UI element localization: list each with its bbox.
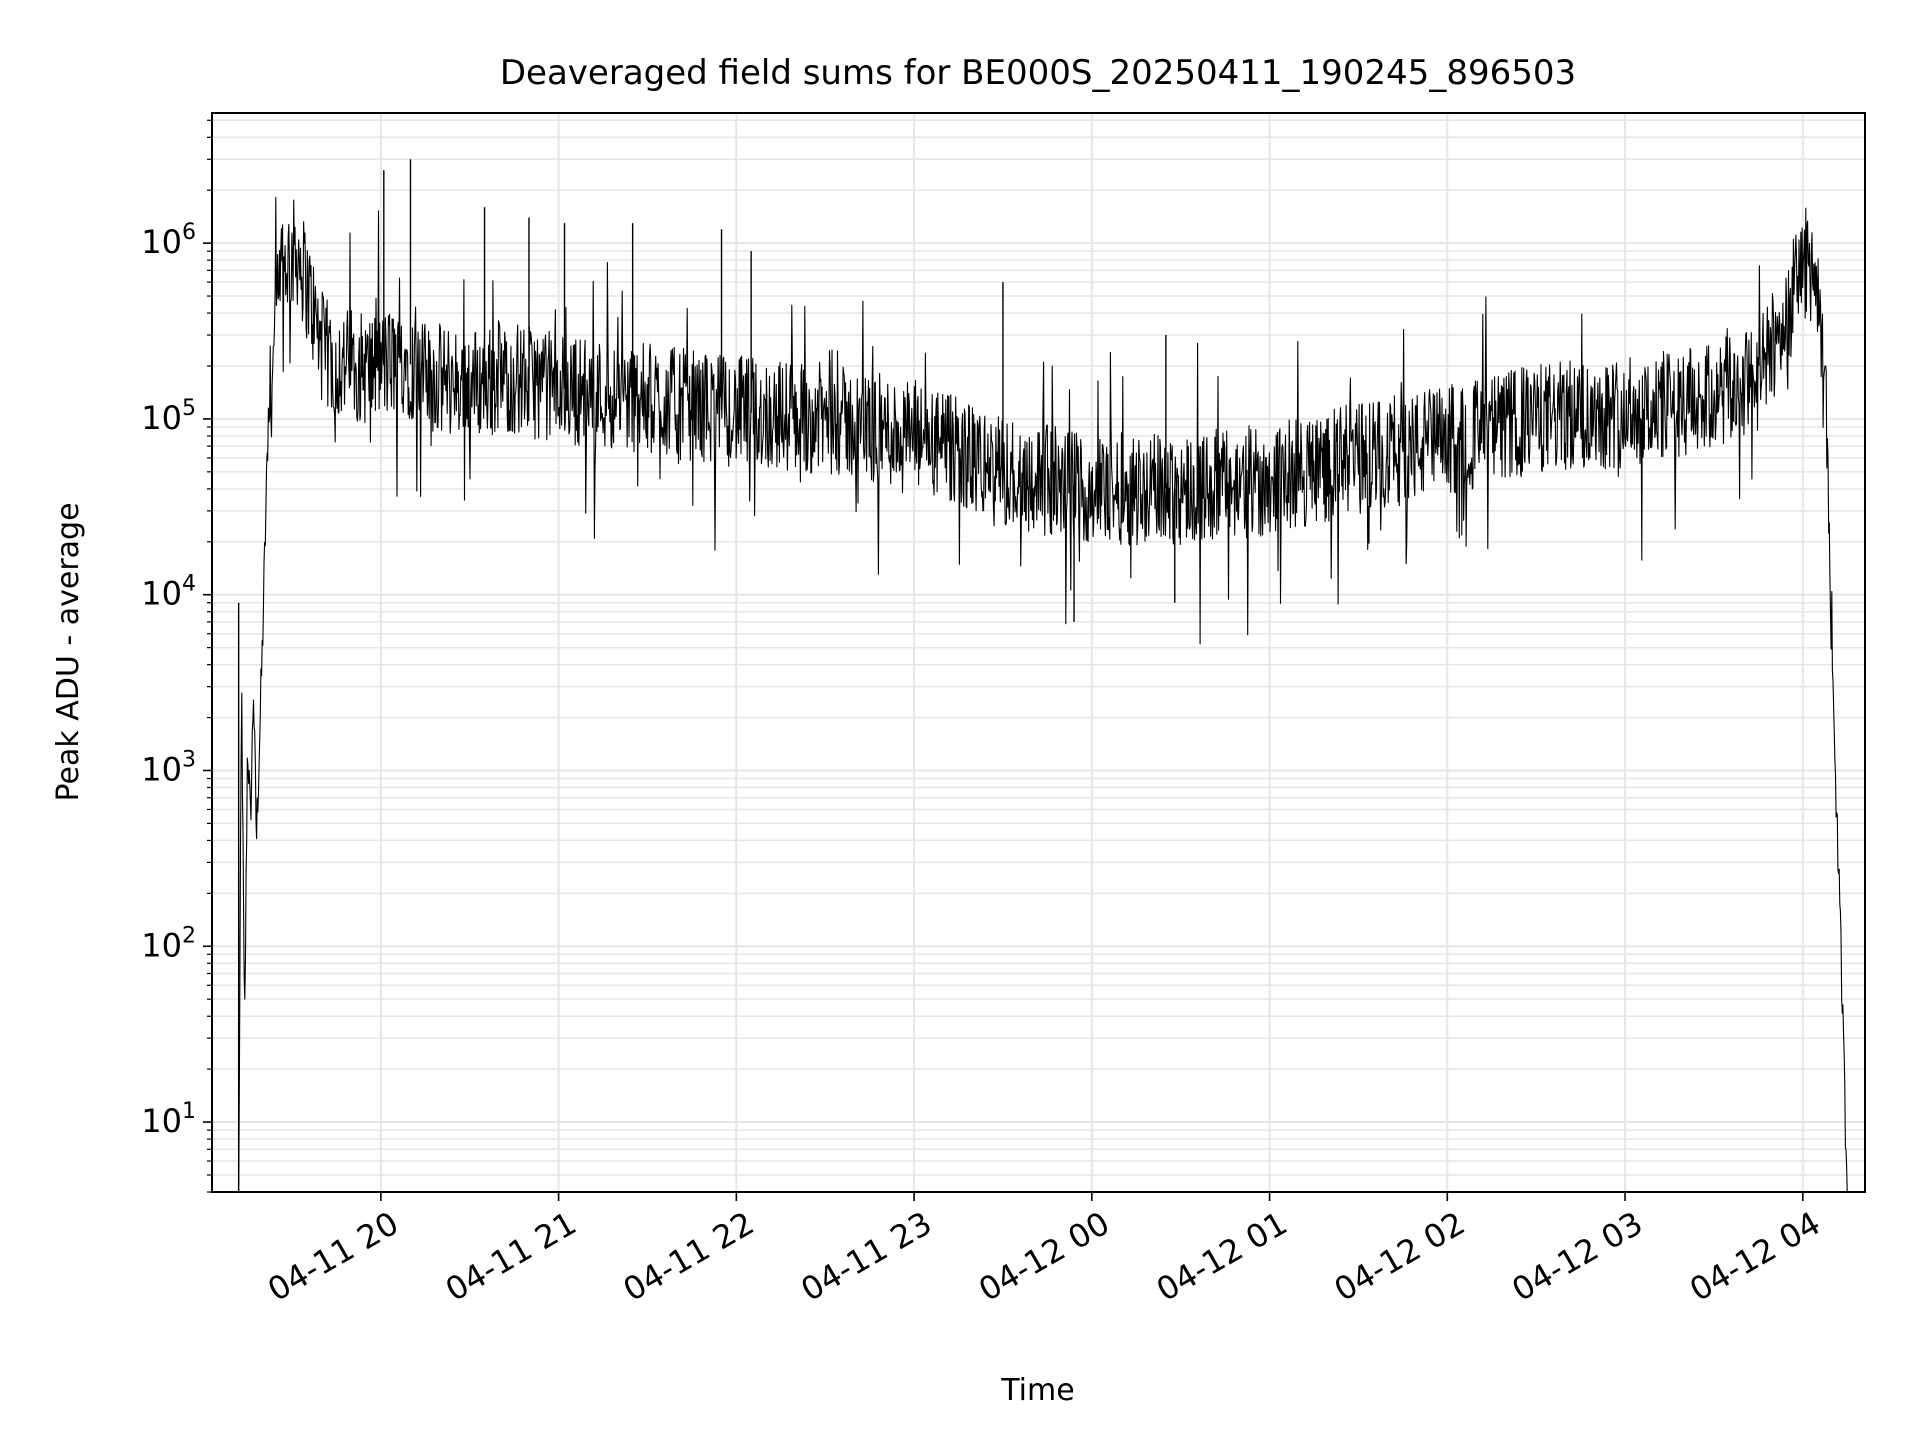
y-tick-label: 101 bbox=[141, 1099, 196, 1140]
y-tick-label: 104 bbox=[141, 572, 196, 613]
y-tick-label: 103 bbox=[141, 747, 196, 788]
plot-area bbox=[237, 159, 1848, 1193]
y-tick-label: 106 bbox=[141, 220, 196, 261]
y-axis-label: Peak ADU - average bbox=[51, 502, 86, 801]
x-axis-label: Time bbox=[1000, 1373, 1074, 1408]
data-series-line bbox=[238, 196, 1848, 1193]
y-axis: 101 102 103 104 105 106 bbox=[141, 119, 212, 1193]
grid-major bbox=[212, 113, 1865, 1192]
axes-frame bbox=[211, 112, 1866, 1193]
y-tick-label: 102 bbox=[141, 923, 196, 964]
chart-title: Deaveraged field sums for BE000S_2025041… bbox=[500, 53, 1576, 93]
y-tick-label: 105 bbox=[141, 396, 196, 437]
